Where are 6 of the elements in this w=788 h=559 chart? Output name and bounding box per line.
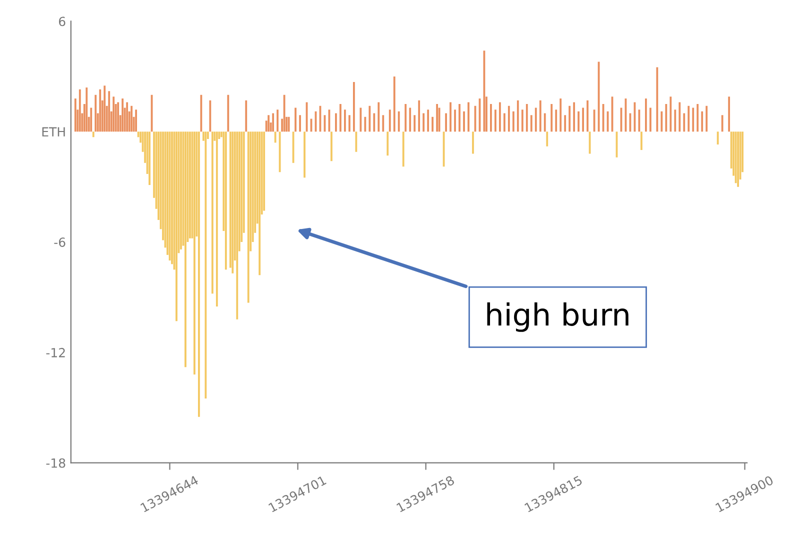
y-tick-label: 6	[58, 16, 66, 26]
annotation: high burn	[487, 302, 628, 332]
y-tick-label: -6	[54, 238, 66, 247]
y-tick-label: -18	[46, 458, 66, 468]
y-tick-label: -12	[46, 348, 65, 358]
y-tick-label: ETH	[42, 127, 65, 136]
